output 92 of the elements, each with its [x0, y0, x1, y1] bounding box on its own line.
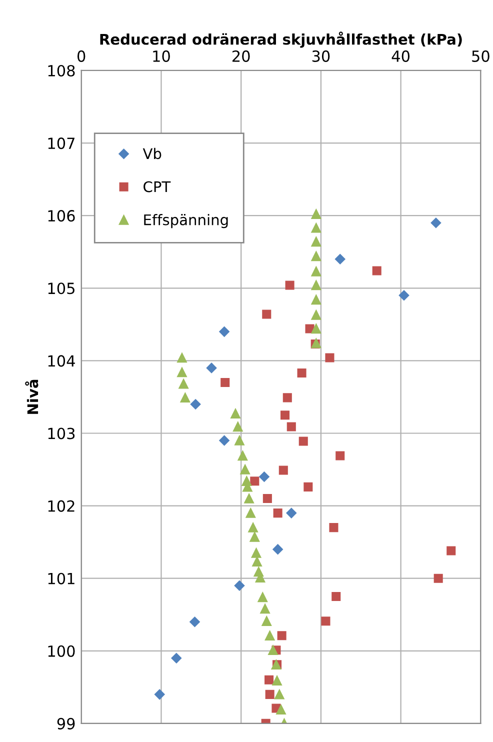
legend-label: Effspänning	[144, 214, 228, 228]
y-tick-label: 104	[48, 355, 75, 367]
y-tick-label: 100	[48, 645, 75, 657]
point	[219, 326, 230, 337]
point	[311, 310, 322, 320]
x-tick-label: 10	[153, 50, 170, 62]
point	[311, 223, 322, 233]
point	[311, 209, 322, 220]
point	[178, 379, 188, 389]
point	[177, 367, 187, 378]
point	[321, 616, 330, 626]
point	[430, 218, 442, 228]
point	[244, 494, 254, 504]
point	[262, 494, 272, 504]
point	[311, 280, 322, 290]
point	[206, 362, 217, 374]
point	[238, 450, 248, 461]
x-tick-label: 20	[232, 50, 250, 62]
x-tick-label: 30	[312, 50, 330, 62]
point	[262, 310, 272, 319]
y-tick-label: 107	[48, 138, 74, 150]
point	[234, 580, 245, 591]
point	[272, 676, 282, 686]
y-axis-title: Nivå	[25, 380, 38, 414]
x-axis-title: Reducerad odränerad skjuvhållfasthet (kPa)	[100, 32, 462, 48]
point	[258, 592, 268, 602]
legend-label: Vb	[142, 148, 162, 160]
point	[285, 280, 294, 290]
point	[219, 435, 230, 446]
point	[264, 630, 275, 641]
y-tick-label: 108	[48, 64, 75, 77]
point	[311, 266, 322, 276]
point	[240, 464, 250, 474]
point	[233, 422, 243, 432]
point	[251, 548, 262, 558]
point	[248, 522, 258, 532]
point	[311, 294, 322, 305]
point	[280, 410, 290, 420]
point	[325, 353, 334, 362]
point	[372, 266, 382, 276]
point	[282, 393, 292, 402]
point	[446, 546, 456, 556]
point	[332, 592, 341, 601]
point	[273, 508, 282, 518]
point	[234, 436, 244, 446]
point	[286, 508, 297, 518]
point	[220, 378, 230, 387]
point	[190, 616, 200, 627]
point	[329, 523, 338, 532]
point	[286, 422, 296, 432]
point	[278, 466, 288, 475]
x-tick-label: 0	[77, 50, 86, 62]
point	[171, 653, 182, 664]
point	[265, 690, 274, 699]
point	[434, 574, 443, 583]
point	[276, 704, 286, 715]
point	[260, 604, 270, 614]
point	[274, 690, 284, 700]
point	[177, 352, 187, 363]
point	[180, 392, 190, 403]
point	[268, 645, 278, 656]
x-tick-label: 50	[472, 50, 490, 62]
x-tick-label: 40	[392, 50, 410, 62]
y-tick-label: 106	[48, 210, 75, 222]
point	[297, 368, 306, 378]
point	[190, 399, 201, 410]
point	[250, 532, 260, 542]
point	[311, 324, 322, 334]
point	[246, 508, 256, 518]
point	[298, 436, 308, 446]
point	[252, 556, 262, 567]
point	[272, 544, 283, 554]
point	[304, 482, 313, 492]
y-tick-label: 105	[48, 282, 74, 294]
point	[311, 236, 322, 247]
point	[398, 290, 410, 301]
y-tick-label: 101	[48, 572, 74, 584]
point	[264, 675, 274, 684]
point	[259, 472, 270, 482]
point	[336, 451, 345, 460]
point	[262, 616, 272, 626]
point	[230, 408, 240, 419]
point	[277, 631, 286, 640]
y-tick-label: 102	[48, 500, 74, 512]
point	[334, 254, 346, 264]
point	[154, 689, 165, 700]
y-tick-label: 99	[57, 718, 75, 730]
y-tick-label: 103	[48, 428, 75, 440]
point	[305, 324, 314, 334]
point	[311, 251, 322, 262]
legend-label: CPT	[144, 181, 171, 192]
point	[250, 476, 260, 486]
